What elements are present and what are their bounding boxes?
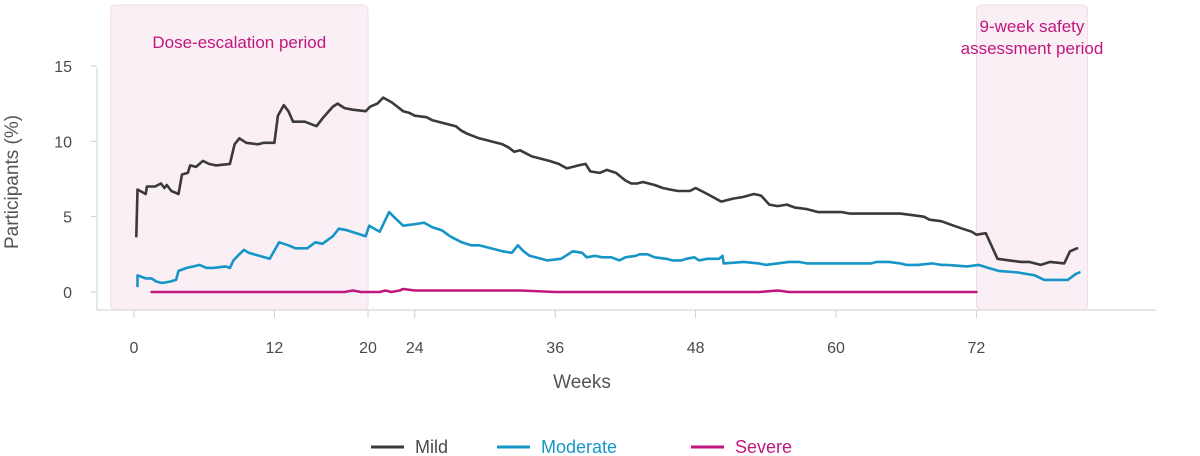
period-bands <box>110 4 1089 311</box>
x-axis-title: Weeks <box>553 372 611 393</box>
y-tick-label: 10 <box>54 134 72 151</box>
y-tick-label: 5 <box>63 210 72 227</box>
x-tick-label: 12 <box>266 340 284 357</box>
series-line-severe <box>150 287 978 294</box>
x-tick-label: 20 <box>359 340 377 357</box>
x-tick-label: 72 <box>968 340 986 357</box>
x-ticks: 0 12 20 24 36 48 60 72 <box>130 310 986 357</box>
x-tick-label: 24 <box>406 340 424 357</box>
legend-label-moderate: Moderate <box>541 437 617 456</box>
series-line-moderate <box>136 210 1081 288</box>
period-label-2-line-1: 9-week safety <box>980 17 1085 36</box>
period-label-2-line-2: assessment period <box>961 39 1104 58</box>
axes <box>96 68 1156 311</box>
y-ticks: 0 5 10 15 <box>54 59 97 302</box>
x-tick-label: 60 <box>827 340 845 357</box>
y-tick-label: 15 <box>54 59 72 76</box>
period-labels: Dose-escalation period 9-week safety asses… <box>152 17 1103 58</box>
legend-label-mild: Mild <box>415 437 448 456</box>
series-line-mild <box>135 96 1079 267</box>
x-tick-label: 48 <box>687 340 705 357</box>
legend-label-severe: Severe <box>735 437 792 456</box>
period-label-1-line-1: Dose-escalation period <box>152 33 326 52</box>
x-tick-label: 0 <box>130 340 139 357</box>
legend: Mild Moderate Severe <box>371 437 792 456</box>
y-axis-title: Participants (%) <box>2 115 23 249</box>
data-series <box>135 96 1081 294</box>
y-tick-label: 0 <box>63 285 72 302</box>
x-tick-label: 36 <box>546 340 564 357</box>
